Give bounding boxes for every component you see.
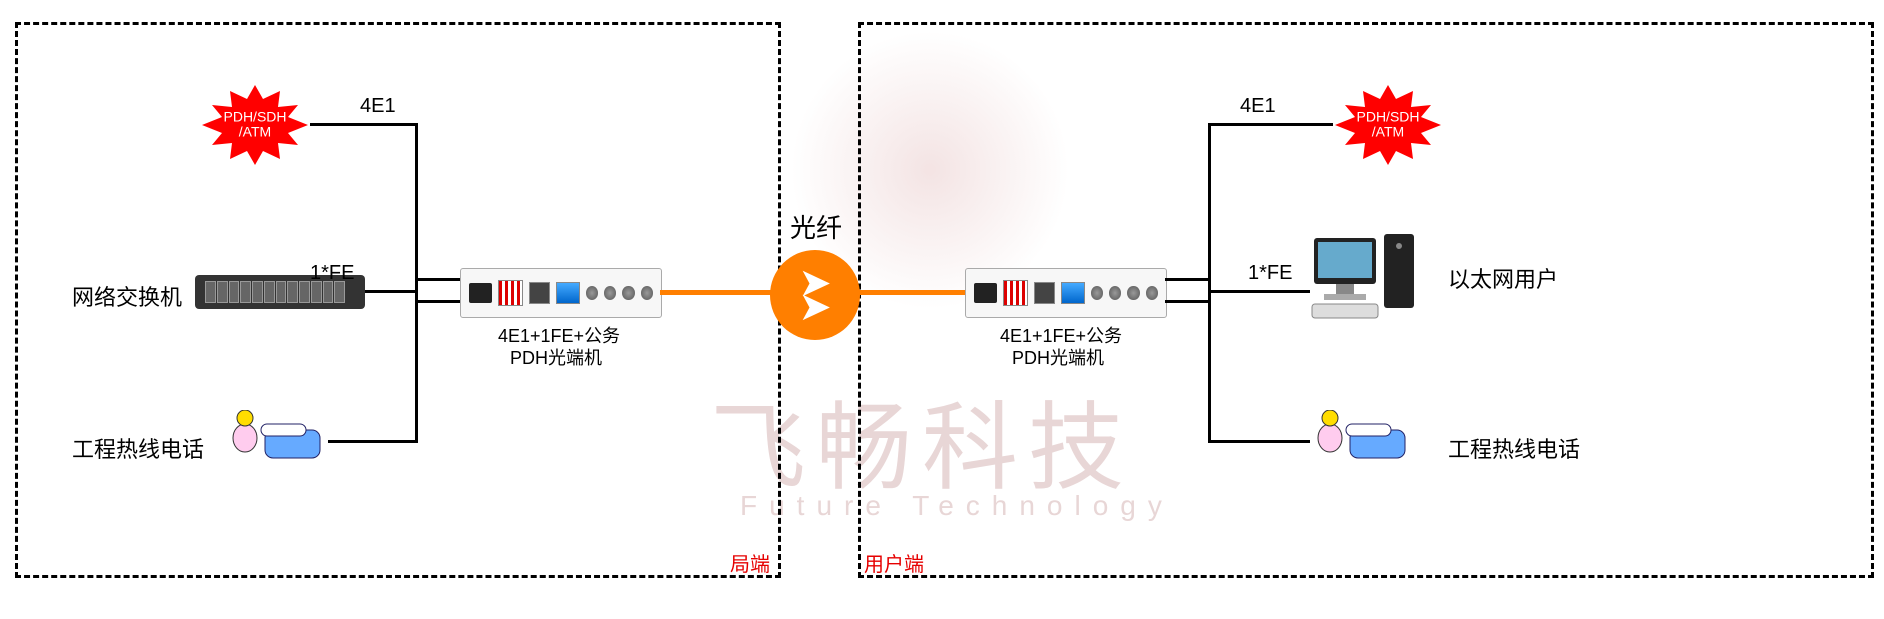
star-text-right: PDH/SDH/ATM: [1356, 110, 1419, 141]
link-4e1-left: 4E1: [360, 95, 396, 118]
pdh-device-left: [460, 268, 662, 318]
pdh-label-right-l2: PDH光端机: [1012, 344, 1104, 370]
computer-label-right: 以太网用户: [1448, 262, 1558, 294]
phone-label-right: 工程热线电话: [1448, 432, 1580, 464]
fiber-label: 光纤: [790, 208, 842, 245]
star-text-left: PDH/SDH/ATM: [223, 110, 286, 141]
link-4e1-right: 4E1: [1240, 95, 1276, 118]
fiber-circle-icon: ➤➤: [770, 250, 860, 340]
link-1fe-left: 1*FE: [310, 262, 354, 285]
hotline-phone-left: [225, 410, 325, 470]
hotline-phone-right: [1310, 410, 1410, 470]
left-zone-label: 局端: [730, 548, 770, 577]
switch-label-left: 网络交换机: [72, 280, 182, 312]
right-zone-label: 用户端: [864, 548, 924, 577]
pdh-sdh-atm-star-left: PDH/SDH/ATM: [200, 85, 310, 165]
fiber-arrows-icon: ➤➤: [798, 271, 832, 319]
link-1fe-right: 1*FE: [1248, 262, 1292, 285]
ethernet-user-pc: [1310, 232, 1420, 322]
pdh-label-left-l2: PDH光端机: [510, 344, 602, 370]
pdh-device-right: [965, 268, 1167, 318]
pdh-sdh-atm-star-right: PDH/SDH/ATM: [1333, 85, 1443, 165]
phone-label-left: 工程热线电话: [72, 432, 204, 464]
